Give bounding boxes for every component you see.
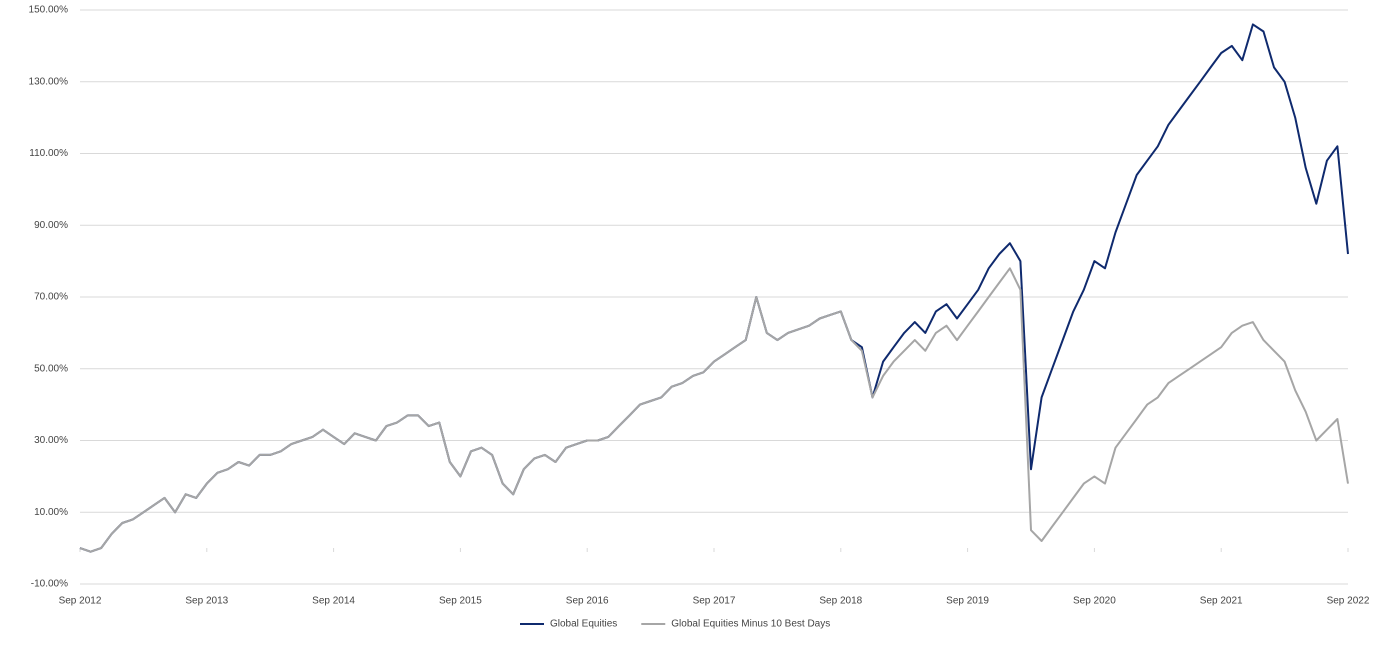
x-tick-label: Sep 2022 (1327, 596, 1370, 607)
x-tick-label: Sep 2021 (1200, 596, 1243, 607)
y-tick-label: 10.00% (34, 507, 68, 518)
y-tick-label: 70.00% (34, 292, 68, 303)
x-tick-label: Sep 2018 (819, 596, 862, 607)
x-tick-label: Sep 2019 (946, 596, 989, 607)
x-tick-label: Sep 2015 (439, 596, 482, 607)
x-tick-label: Sep 2014 (312, 596, 355, 607)
y-tick-label: 30.00% (34, 435, 68, 446)
series-line (79, 267, 1349, 553)
legend-label: Global Equities Minus 10 Best Days (671, 619, 830, 630)
y-tick-label: 50.00% (34, 363, 68, 374)
x-tick-label: Sep 2020 (1073, 596, 1116, 607)
y-tick-label: 130.00% (29, 76, 69, 87)
y-tick-label: -10.00% (31, 579, 68, 590)
y-tick-label: 110.00% (29, 148, 68, 159)
y-tick-label: 90.00% (34, 220, 68, 231)
legend-label: Global Equities (550, 619, 617, 630)
series-line (79, 23, 1349, 553)
x-tick-label: Sep 2016 (566, 596, 609, 607)
x-tick-label: Sep 2017 (693, 596, 736, 607)
x-tick-label: Sep 2013 (185, 596, 228, 607)
x-tick-label: Sep 2012 (59, 596, 102, 607)
y-tick-label: 150.00% (29, 5, 69, 16)
